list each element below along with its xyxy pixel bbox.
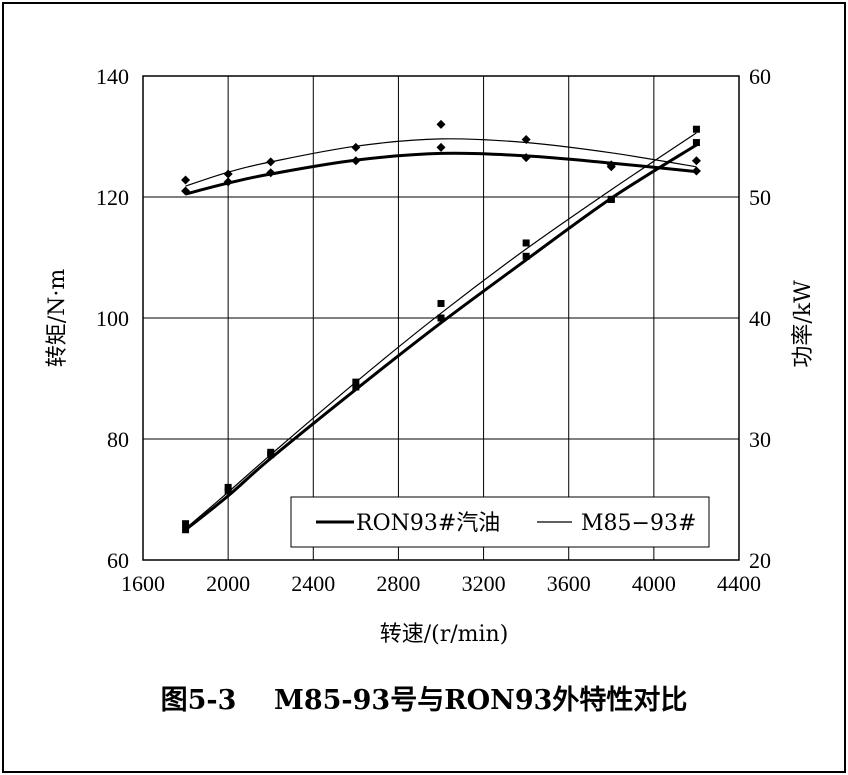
y-left-axis-label: 转矩/N·m	[45, 269, 70, 368]
x-tick-label: 2400	[291, 571, 335, 596]
ron93-torque-marker	[691, 166, 701, 176]
m85-93-power-marker	[437, 299, 445, 307]
m85-93-torque-marker	[351, 142, 361, 152]
ron93-torque-marker	[521, 153, 531, 163]
m85-93-power-marker	[522, 239, 530, 247]
ron93-torque-marker	[223, 177, 233, 187]
y-left-tick-label: 80	[107, 427, 129, 452]
m85-93-torque-marker	[521, 135, 531, 145]
ron93-torque-marker	[436, 142, 446, 152]
x-tick-label: 4400	[717, 571, 761, 596]
m85-93-torque-marker	[436, 119, 446, 129]
ron93-torque-marker	[266, 168, 276, 178]
x-tick-label: 4000	[632, 571, 676, 596]
y-right-tick-label: 50	[749, 185, 771, 210]
legend-label-ron93: RON93#汽油	[356, 511, 500, 536]
ron93-power-marker	[437, 314, 445, 322]
m85-93-power-marker	[352, 378, 360, 386]
m85-93-power-marker	[224, 483, 232, 491]
legend-box	[290, 496, 710, 548]
m85-93-power-marker	[267, 448, 275, 456]
y-right-tick-label: 20	[749, 548, 771, 573]
y-right-tick-label: 30	[749, 427, 771, 452]
x-tick-label: 2000	[206, 571, 250, 596]
m85-93-torque-marker	[223, 169, 233, 179]
m85-93-torque-marker	[266, 157, 276, 167]
ron93-torque-marker	[351, 156, 361, 166]
y-left-tick-label: 60	[107, 548, 129, 573]
m85-93-torque-curve	[185, 138, 697, 187]
y-left-tick-label: 120	[96, 185, 129, 210]
m85-93-torque-marker	[691, 156, 701, 166]
y-right-tick-label: 40	[749, 306, 771, 331]
y-right-axis-label: 功率/kW	[791, 280, 816, 368]
figure-caption: 图5-3 M85-93号与RON93外特性对比	[160, 685, 688, 716]
y-right-tick-label: 60	[749, 64, 771, 89]
y-left-tick-label: 100	[96, 306, 129, 331]
x-tick-label: 3600	[547, 571, 591, 596]
y-left-tick-label: 140	[96, 64, 129, 89]
m85-93-power-marker	[182, 520, 190, 528]
m85-93-power-marker	[692, 125, 700, 133]
m85-93-power-curve	[185, 132, 697, 529]
ron93-torque-marker	[181, 186, 191, 196]
ron93-power-marker	[352, 383, 360, 391]
m85-93-torque-marker	[181, 175, 191, 185]
x-axis-label: 转速/(r/min)	[380, 622, 509, 647]
m85-93-power-marker	[607, 195, 615, 203]
x-tick-label: 3200	[462, 571, 506, 596]
ron93-power-marker	[692, 139, 700, 147]
m85-93-torque-marker	[606, 160, 616, 170]
ron93-power-marker	[182, 526, 190, 534]
legend-label-m85: M85−93#	[581, 511, 696, 536]
ron93-torque-curve	[185, 151, 697, 196]
ron93-power-marker	[224, 487, 232, 495]
x-tick-label: 2800	[376, 571, 420, 596]
ron93-power-marker	[522, 252, 530, 260]
x-tick-label: 1600	[121, 571, 165, 596]
